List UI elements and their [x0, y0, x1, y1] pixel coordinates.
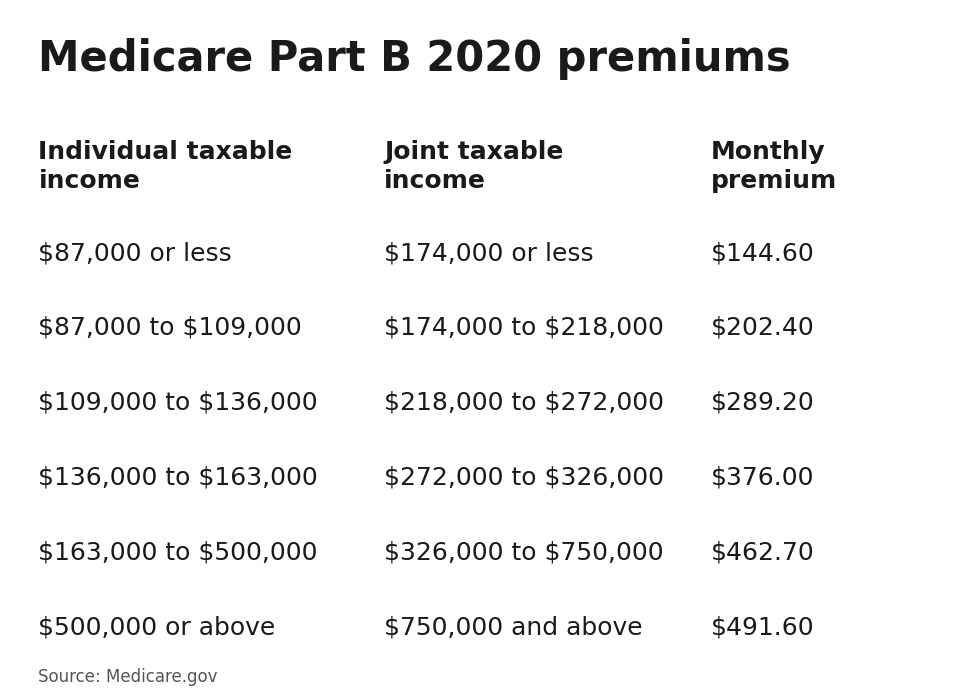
Text: Medicare Part B 2020 premiums: Medicare Part B 2020 premiums — [38, 38, 791, 80]
Text: \$174,000 to \$218,000: \$174,000 to \$218,000 — [384, 316, 664, 340]
Text: \$462.70: \$462.70 — [710, 540, 814, 564]
Text: Joint taxable
income: Joint taxable income — [384, 140, 564, 194]
Text: \$87,000 to \$109,000: \$87,000 to \$109,000 — [38, 316, 302, 340]
Text: Source: Medicare.gov: Source: Medicare.gov — [38, 668, 218, 686]
Text: Individual taxable
income: Individual taxable income — [38, 140, 293, 194]
Text: \$289.20: \$289.20 — [710, 391, 814, 415]
Text: \$87,000 or less: \$87,000 or less — [38, 241, 232, 265]
Text: \$144.60: \$144.60 — [710, 241, 814, 265]
Text: \$326,000 to \$750,000: \$326,000 to \$750,000 — [384, 540, 663, 564]
Text: \$136,000 to \$163,000: \$136,000 to \$163,000 — [38, 466, 318, 489]
Text: \$500,000 or above: \$500,000 or above — [38, 615, 276, 639]
Text: \$109,000 to \$136,000: \$109,000 to \$136,000 — [38, 391, 318, 415]
Text: \$174,000 or less: \$174,000 or less — [384, 241, 593, 265]
Text: \$218,000 to \$272,000: \$218,000 to \$272,000 — [384, 391, 664, 415]
Text: \$202.40: \$202.40 — [710, 316, 814, 340]
Text: \$491.60: \$491.60 — [710, 615, 814, 639]
Text: \$376.00: \$376.00 — [710, 466, 814, 489]
Text: \$163,000 to \$500,000: \$163,000 to \$500,000 — [38, 540, 318, 564]
Text: Monthly
premium: Monthly premium — [710, 140, 837, 194]
Text: \$272,000 to \$326,000: \$272,000 to \$326,000 — [384, 466, 664, 489]
Text: \$750,000 and above: \$750,000 and above — [384, 615, 642, 639]
